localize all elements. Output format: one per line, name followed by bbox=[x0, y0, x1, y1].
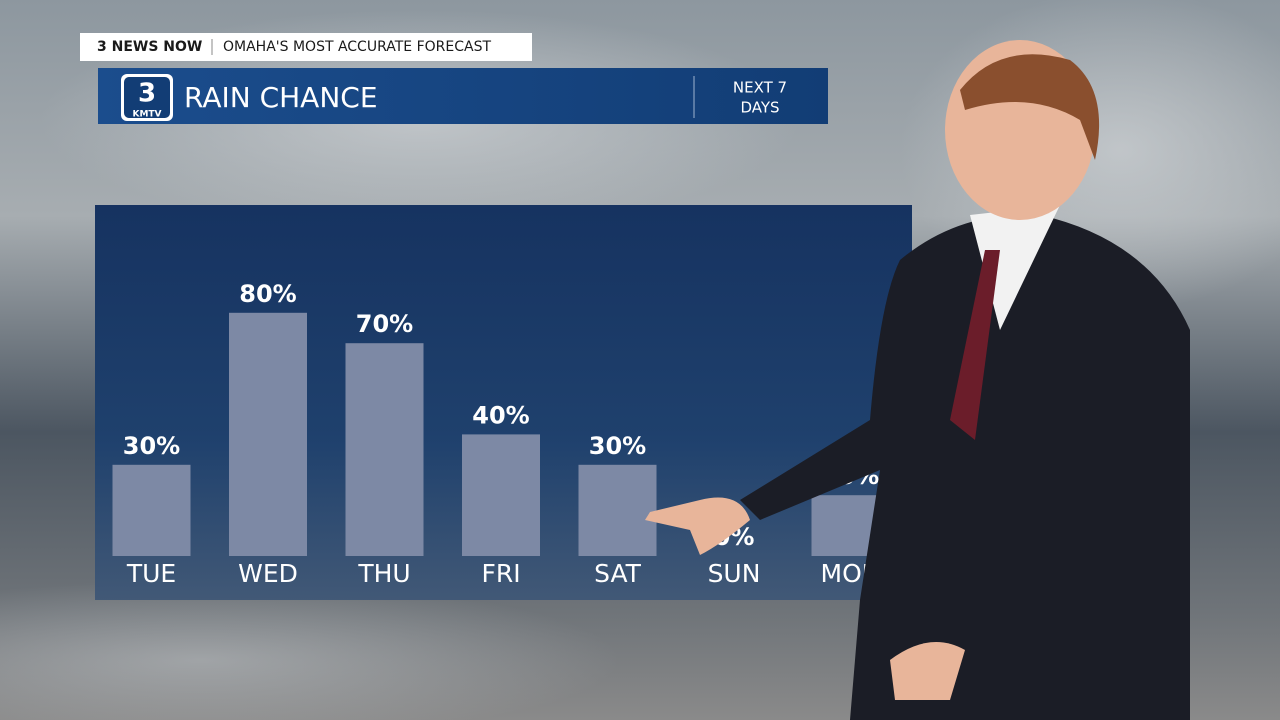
x-tick-label: TUE bbox=[126, 559, 176, 588]
cloud bbox=[0, 580, 620, 720]
bar bbox=[229, 312, 307, 556]
period-label: NEXT 7 bbox=[733, 79, 787, 97]
network-name: 3 NEWS NOW bbox=[97, 39, 202, 55]
period-label: DAYS bbox=[740, 99, 779, 117]
value-label: 70% bbox=[356, 310, 413, 338]
value-label: 30% bbox=[123, 432, 180, 460]
logo-inner bbox=[124, 77, 170, 118]
presenter bbox=[645, 40, 1190, 720]
bar bbox=[112, 464, 191, 556]
x-tick-label: THU bbox=[357, 559, 410, 588]
logo-number: 3 bbox=[138, 79, 156, 109]
title-banner bbox=[98, 68, 828, 124]
bar bbox=[578, 464, 657, 556]
tagline: OMAHA'S MOST ACCURATE FORECAST bbox=[223, 39, 491, 55]
x-tick-label: WED bbox=[238, 559, 298, 588]
plot-area: 30%TUE80%WED70%THU40%FRI30%SAT0%SUN20%MO… bbox=[112, 280, 890, 588]
value-label: 80% bbox=[239, 280, 296, 308]
x-tick-label: SAT bbox=[594, 559, 641, 588]
chart-title: RAIN CHANCE bbox=[184, 81, 378, 114]
x-tick-label: FRI bbox=[481, 559, 520, 588]
tag-bar bbox=[80, 33, 532, 61]
x-tick-label: SUN bbox=[708, 559, 761, 588]
bar bbox=[345, 343, 424, 556]
value-label: 40% bbox=[472, 401, 529, 429]
logo-station: KMTV bbox=[132, 110, 161, 120]
value-label: 30% bbox=[589, 432, 646, 460]
bar bbox=[462, 434, 540, 556]
